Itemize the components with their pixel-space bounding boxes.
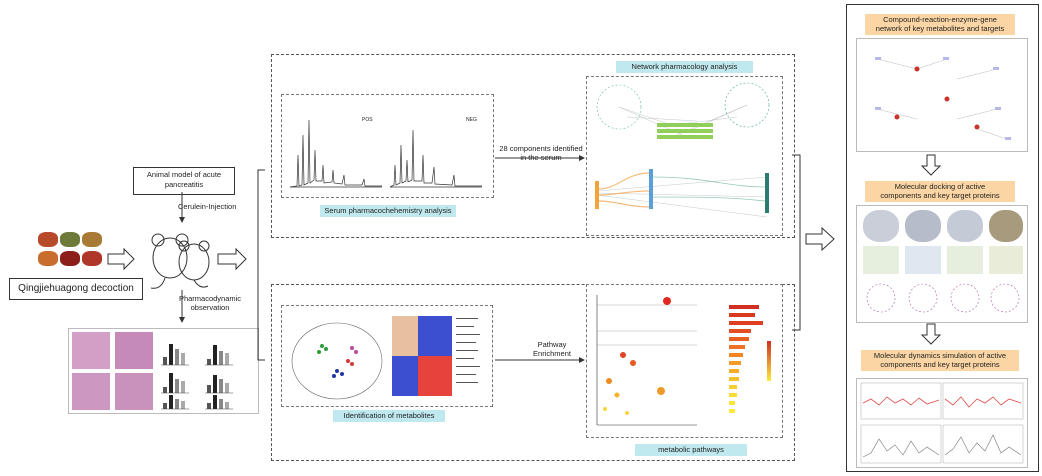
metabolite-plots [281,305,493,407]
compound-line2: network of key metabolites and targets [875,24,1005,33]
pos-label: POS [362,117,373,123]
neg-label: NEG [466,117,477,123]
binding-site [863,246,899,274]
decoction-box: Qingjiehuagong decoction [9,278,143,300]
top-analysis-panel [271,54,795,238]
binding-site [947,246,983,274]
components-line1: 28 components identified [499,144,583,153]
histology-image [115,332,153,369]
herb-image [60,232,80,247]
pathway-line2: Enrichment [533,349,571,358]
chromatogram-peaks [289,119,482,188]
bottom-analysis-panel [271,284,795,461]
docking-line1: Molecular docking of active [894,182,986,191]
docking-line2: components and key target proteins [880,191,1000,200]
pca-and-heatmap [291,316,480,400]
docking-images [856,205,1028,323]
model-box: Animal model of acute pancreatitis [133,167,235,195]
pharma-label-line1: Pharmacodynamic [178,294,242,303]
network-title: Network pharmacology analysis [616,61,753,73]
right-panel [846,4,1039,472]
binding-site [905,246,941,274]
metabolites-title: Identification of metabolites [333,410,445,422]
pharmacodynamic-results [68,328,259,414]
network-graph [595,82,770,218]
pathway-bubble-and-bar [596,295,771,426]
docking-structure [989,210,1023,242]
bar-chart-grid [161,344,233,410]
herb-image [38,251,58,266]
compound-network-graph [875,57,1011,140]
histology-image [72,373,110,410]
pharma-label-line2: observation [190,303,230,312]
injection-label: Cerulein-Injection [178,202,237,211]
model-label-line1: Animal model of acute [146,170,222,179]
histology-image [115,373,153,410]
compound-network [856,38,1028,152]
herb-image [82,232,102,247]
herb-image [82,251,102,266]
dynamics-line1: Molecular dynamics simulation of active [873,351,1007,360]
pathway-plots [586,284,783,438]
compound-title: Compound-reaction-enzyme-gene network of… [865,14,1015,35]
interaction-diagrams [866,283,1020,313]
dynamics-traces [860,382,1024,464]
pathway-label: Pathway Enrichment [522,340,582,358]
binding-site [989,246,1023,274]
herb-images [38,232,103,268]
compound-line1: Compound-reaction-enzyme-gene [883,15,997,24]
docking-structure [863,210,899,242]
docking-structure [947,210,983,242]
herb-image [38,232,58,247]
pathways-title: metabolic pathways [635,444,747,456]
decoction-label: Qingjiehuagong decoction [18,283,134,294]
histology-image [72,332,110,369]
serum-title: Serum pharmacochehemistry analysis [320,205,456,217]
network-diagram [586,76,783,236]
docking-title: Molecular docking of active components a… [865,181,1015,202]
pathway-line1: Pathway [537,340,567,349]
dynamics-title: Molecular dynamics simulation of active … [861,350,1019,371]
pharma-label: Pharmacodynamic observation [170,294,250,312]
serum-chromatogram: POS NEG [281,94,494,198]
dynamics-plots [856,378,1028,468]
model-label-line2: pancreatitis [164,180,204,189]
herb-image [60,251,80,266]
dynamics-line2: components and key target proteins [880,360,1000,369]
docking-structure [905,210,941,242]
